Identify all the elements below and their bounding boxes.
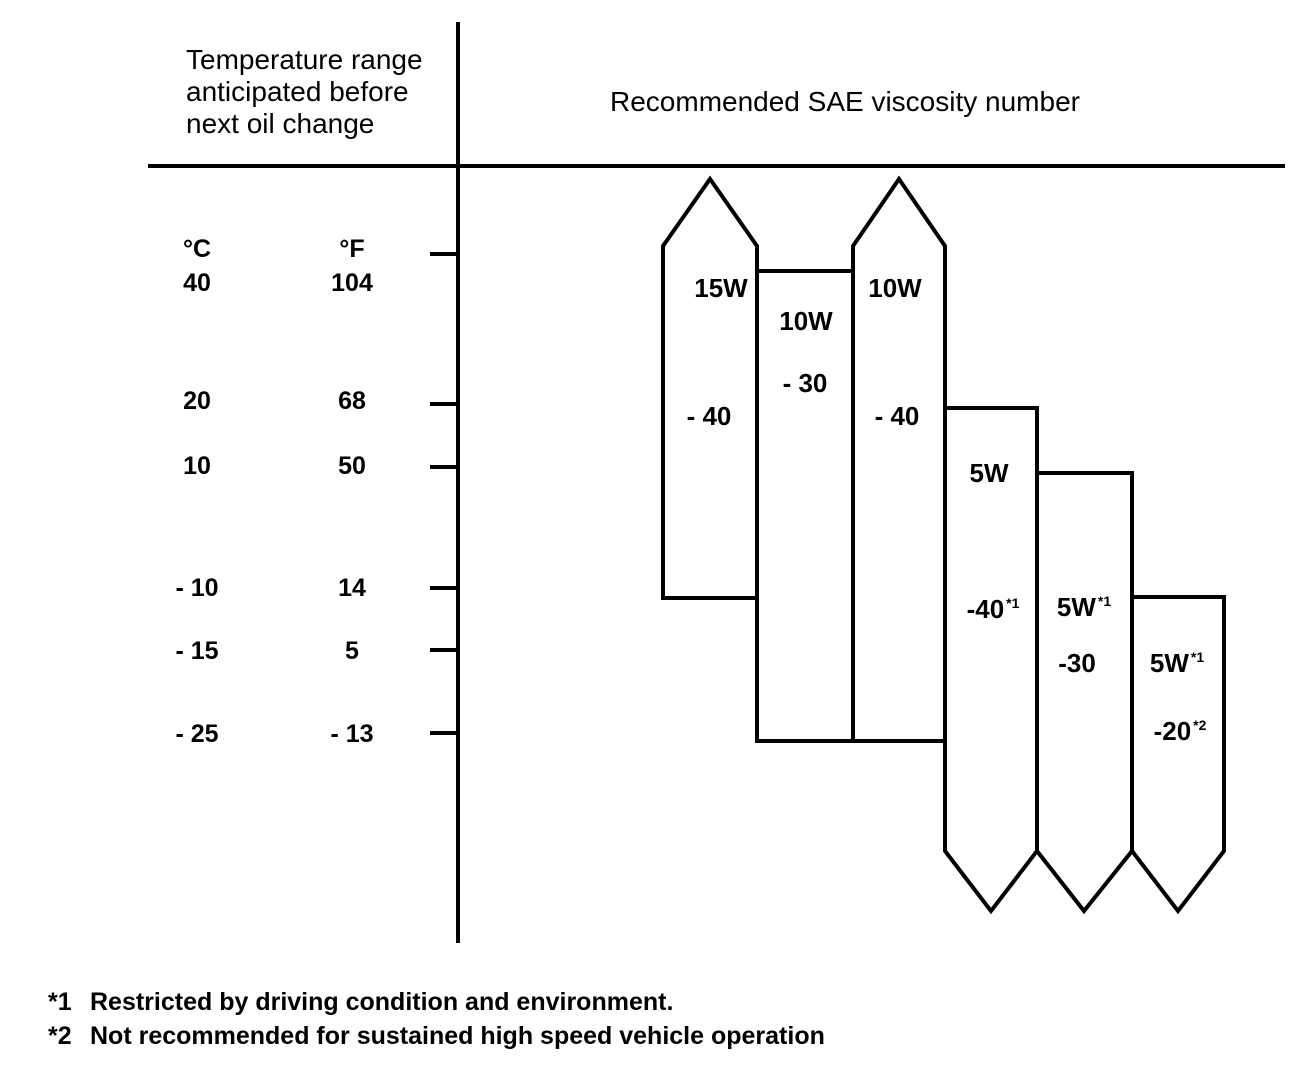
temperature-column-header: Temperature range anticipated before nex… bbox=[186, 44, 423, 140]
axis-tick bbox=[430, 586, 457, 590]
bar-limit-label: -30 bbox=[1058, 648, 1096, 678]
footnote-ref: *1 bbox=[1190, 649, 1205, 666]
celsius-label: - 15 bbox=[175, 637, 219, 665]
temperature-column-header-line1: Temperature range bbox=[186, 44, 423, 75]
chart-title: Recommended SAE viscosity number bbox=[610, 86, 1080, 117]
footnote: *2 Not recommended for sustained high spe… bbox=[48, 1022, 825, 1051]
bar-15w-40-shape bbox=[661, 175, 759, 600]
bar-limit-label: - 30 bbox=[782, 368, 828, 398]
bar-10w-30-shape bbox=[755, 269, 855, 743]
bar-5w-20-shape bbox=[1130, 595, 1226, 915]
celsius-label: - 10 bbox=[175, 574, 219, 602]
axis-tick bbox=[430, 648, 457, 652]
bar-10w-40-shape bbox=[851, 175, 947, 743]
bar-grade-label: 15W bbox=[694, 273, 748, 303]
bar-limit-label: -40 *1 bbox=[966, 594, 1020, 624]
axis-tick bbox=[430, 465, 457, 469]
bar-limit-label: -20 *2 bbox=[1153, 716, 1207, 746]
celsius-label: 20 bbox=[183, 387, 211, 415]
bar-grade-label: 5W *1 bbox=[1149, 648, 1205, 678]
footnote-text: Not recommended for sustained high speed… bbox=[90, 1022, 825, 1050]
temperature-column-header-line2: anticipated before bbox=[186, 76, 409, 107]
bar-5w-40-shape bbox=[943, 406, 1039, 915]
footnote-marker: *1 bbox=[48, 988, 72, 1016]
celsius-label: 40 bbox=[183, 269, 211, 297]
temperature-column-header-line3: next oil change bbox=[186, 108, 375, 139]
footnote-ref: *2 bbox=[1193, 717, 1207, 734]
bar-grade-label: 5W *1 bbox=[1056, 592, 1112, 622]
bar-grade-label: 10W bbox=[779, 306, 833, 336]
fahrenheit-label: 14 bbox=[338, 574, 366, 602]
footnote-ref: *1 bbox=[1097, 593, 1112, 610]
celsius-label: 10 bbox=[183, 452, 211, 480]
footnote-text: Restricted by driving condition and envi… bbox=[90, 988, 674, 1016]
bar-5w-30-shape bbox=[1035, 471, 1134, 915]
fahrenheit-header: °F bbox=[339, 235, 365, 263]
fahrenheit-label: - 13 bbox=[330, 720, 374, 748]
fahrenheit-label: 68 bbox=[338, 387, 366, 415]
celsius-label: - 25 bbox=[175, 720, 219, 748]
bar-limit-label: - 40 bbox=[874, 401, 920, 431]
column-divider-line bbox=[456, 22, 460, 943]
axis-tick bbox=[430, 402, 457, 406]
celsius-header: °C bbox=[182, 235, 212, 263]
bar-grade-label: 10W bbox=[868, 273, 922, 303]
footnote-marker: *2 bbox=[48, 1022, 72, 1050]
axis-tick bbox=[430, 731, 457, 735]
axis-tick bbox=[430, 252, 457, 256]
fahrenheit-label: 5 bbox=[345, 637, 359, 665]
fahrenheit-label: 104 bbox=[331, 269, 373, 297]
bar-grade-label: 5W bbox=[969, 458, 1009, 488]
footnote-ref: *1 bbox=[1006, 595, 1020, 612]
footnote: *1 Restricted by driving condition and en… bbox=[48, 988, 673, 1017]
fahrenheit-label: 50 bbox=[338, 452, 366, 480]
bar-limit-label: - 40 bbox=[686, 401, 732, 431]
header-divider-line bbox=[148, 164, 1285, 168]
